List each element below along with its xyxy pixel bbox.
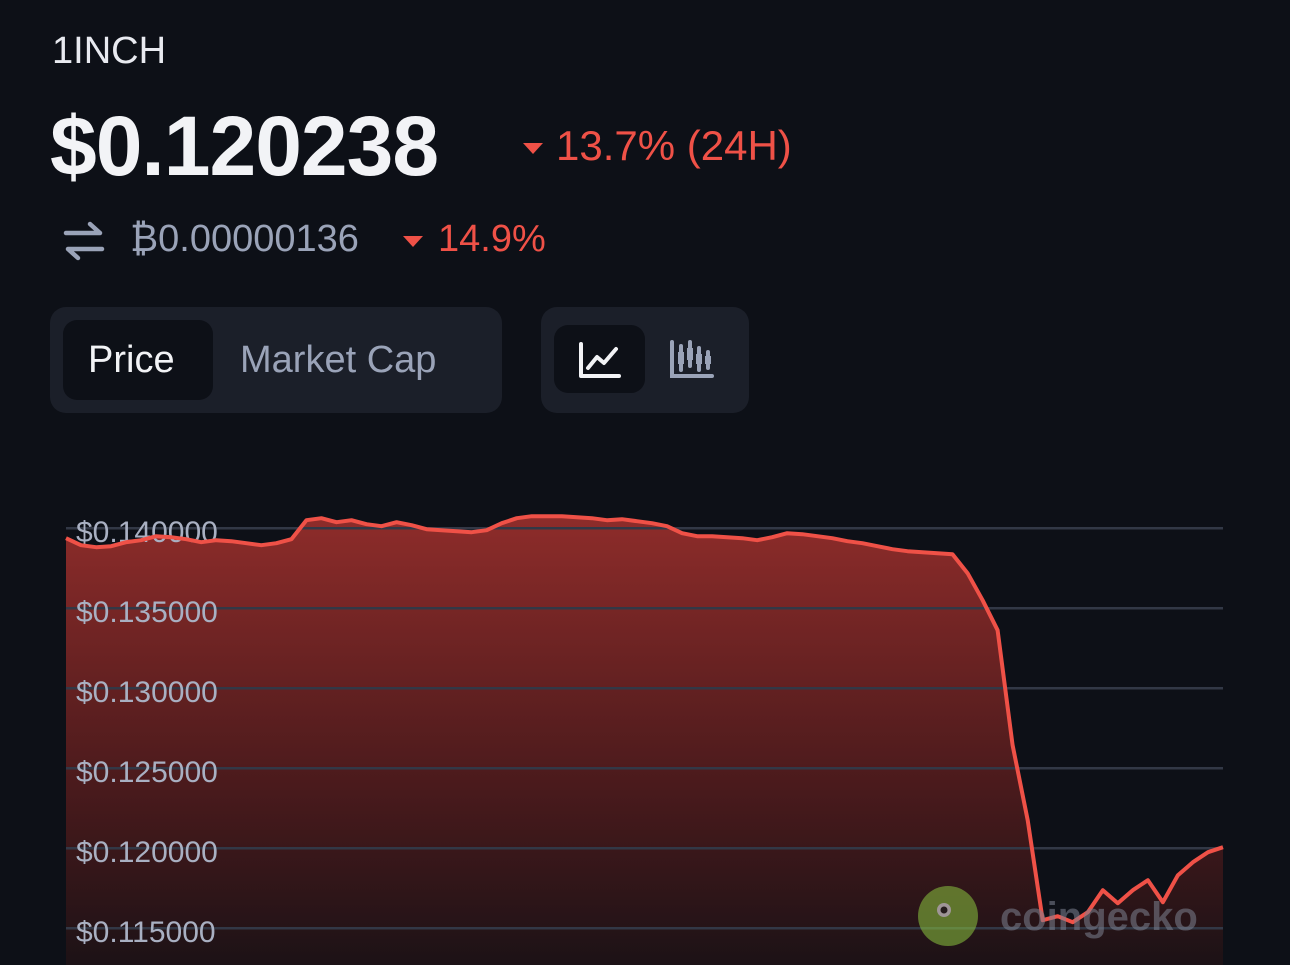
btc-change: 14.9%	[438, 218, 546, 260]
down-arrow	[523, 143, 543, 154]
price-line	[65, 514, 1224, 925]
active-tab[interactable]	[63, 320, 213, 400]
price: $0.120238	[50, 99, 439, 193]
btc-price: ₿0.00000136	[130, 218, 359, 260]
y-tick-label: $0.135000	[76, 596, 218, 629]
y-tick-label: $0.115000	[76, 916, 216, 949]
swap-icon	[63, 221, 105, 261]
y-tick-label: $0.125000	[76, 756, 218, 789]
price-change: 13.7% (24H)	[556, 122, 792, 169]
line-icon	[579, 342, 621, 378]
watermark: coingecko	[918, 886, 1198, 946]
tab[interactable]: Market Cap	[240, 339, 437, 381]
coin-symbol: 1INCH	[52, 30, 167, 72]
down-arrow	[403, 236, 423, 247]
y-tick-label: $0.120000	[76, 836, 218, 869]
tab[interactable]: Price	[88, 339, 175, 381]
watermark-text: coingecko	[1000, 895, 1198, 939]
y-tick-label: $0.130000	[76, 676, 218, 709]
y-tick-label: $0.140000	[76, 516, 218, 549]
candlestick-icon[interactable]	[668, 338, 716, 380]
area-fill	[66, 516, 1223, 965]
